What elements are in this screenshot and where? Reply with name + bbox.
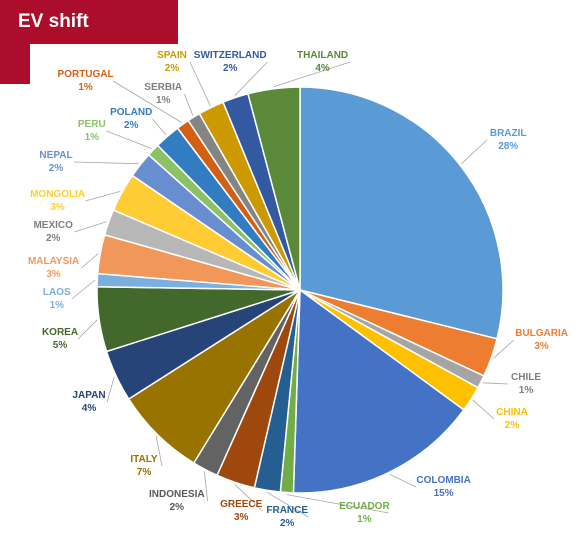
title-banner-cutout: [30, 44, 178, 84]
pie-slice-thailand: [247, 86, 301, 291]
slice-value-switzerland: 2%: [223, 63, 238, 74]
slice-label-japan: JAPAN: [72, 390, 105, 401]
leader-line-laos: [71, 279, 96, 300]
slice-label-mexico: MEXICO: [33, 220, 73, 231]
slice-value-nepal: 2%: [49, 163, 64, 174]
leader-line-colombia: [389, 473, 417, 488]
leader-line-greece: [234, 484, 263, 512]
page-title: EV shift: [18, 11, 89, 32]
slice-value-italy: 7%: [137, 467, 152, 478]
slice-value-peru: 1%: [85, 132, 100, 143]
leader-line-portugal: [112, 80, 182, 123]
slice-label-china: CHINA: [496, 407, 528, 418]
slice-label-switzerland: SWITZERLAND: [194, 50, 267, 61]
leader-line-malaysia: [80, 253, 99, 269]
leader-line-korea: [77, 319, 98, 340]
slice-value-ecuador: 1%: [357, 514, 372, 525]
slice-label-indonesia: INDONESIA: [149, 489, 205, 500]
slice-value-malaysia: 3%: [46, 269, 61, 280]
leader-line-france: [266, 491, 309, 518]
slice-value-greece: 3%: [234, 512, 249, 523]
slice-label-bulgaria: BULGARIA: [515, 328, 568, 339]
slice-value-portugal: 1%: [78, 82, 93, 93]
leader-line-serbia: [184, 93, 194, 116]
leader-line-indonesia: [203, 471, 208, 502]
slice-label-korea: KOREA: [42, 327, 78, 338]
slice-label-thailand: THAILAND: [297, 50, 348, 61]
slice-value-bulgaria: 3%: [534, 341, 549, 352]
leader-line-switzerland: [234, 61, 268, 96]
pie-slice-colombia: [292, 288, 465, 494]
slice-label-laos: LAOS: [43, 287, 71, 298]
leader-line-ecuador: [286, 494, 389, 514]
slice-labels: BRAZIL 28% BULGARIA 3% CHILE 1% CHINA 2% COLOMBI…: [28, 50, 568, 529]
pie-slice-brazil: [299, 86, 504, 340]
slice-label-nepal: NEPAL: [39, 150, 72, 161]
leader-lines: [71, 61, 515, 518]
slice-label-spain: SPAIN: [157, 50, 187, 61]
slice-value-laos: 1%: [50, 300, 65, 311]
leader-line-chile: [482, 382, 509, 385]
slice-value-korea: 5%: [53, 340, 68, 351]
leader-line-brazil: [461, 139, 488, 164]
slice-value-china: 2%: [505, 420, 520, 431]
slice-value-serbia: 1%: [156, 95, 171, 106]
slice-value-poland: 2%: [124, 120, 139, 131]
slice-label-greece: GREECE: [220, 499, 263, 510]
slice-value-colombia: 15%: [434, 488, 454, 499]
slice-value-mexico: 2%: [46, 233, 61, 244]
slice-label-mongolia: MONGOLIA: [30, 189, 85, 200]
leader-line-italy: [155, 436, 163, 467]
leader-line-thailand: [273, 61, 351, 88]
slice-value-japan: 4%: [82, 403, 97, 414]
pie-slices: [96, 86, 504, 494]
slice-value-thailand: 4%: [315, 63, 330, 74]
slice-value-chile: 1%: [519, 385, 534, 396]
slice-value-spain: 2%: [165, 63, 180, 74]
slice-label-peru: PERU: [78, 119, 106, 130]
leader-line-peru: [106, 130, 152, 149]
slice-label-france: FRANCE: [266, 505, 308, 516]
leader-line-mexico: [74, 221, 107, 233]
leader-line-japan: [106, 376, 115, 403]
slice-label-serbia: SERBIA: [144, 82, 182, 93]
slice-label-portugal: PORTUGAL: [58, 69, 114, 80]
leader-line-nepal: [73, 161, 139, 165]
slice-label-chile: CHILE: [511, 372, 541, 383]
slice-label-ecuador: ECUADOR: [339, 501, 390, 512]
slice-value-mongolia: 3%: [50, 202, 65, 213]
slice-label-poland: POLAND: [110, 107, 152, 118]
leader-line-mongolia: [85, 191, 121, 202]
slice-value-brazil: 28%: [498, 141, 518, 152]
slice-value-france: 2%: [280, 518, 295, 529]
leader-line-bulgaria: [493, 339, 515, 359]
leader-line-china: [472, 399, 495, 420]
slice-label-malaysia: MALAYSIA: [28, 256, 79, 267]
leader-line-poland: [152, 118, 167, 136]
leader-line-spain: [189, 61, 211, 106]
slice-label-colombia: COLOMBIA: [416, 475, 470, 486]
slice-label-italy: ITALY: [130, 454, 158, 465]
slice-value-indonesia: 2%: [170, 502, 185, 513]
slice-label-brazil: BRAZIL: [490, 128, 527, 139]
